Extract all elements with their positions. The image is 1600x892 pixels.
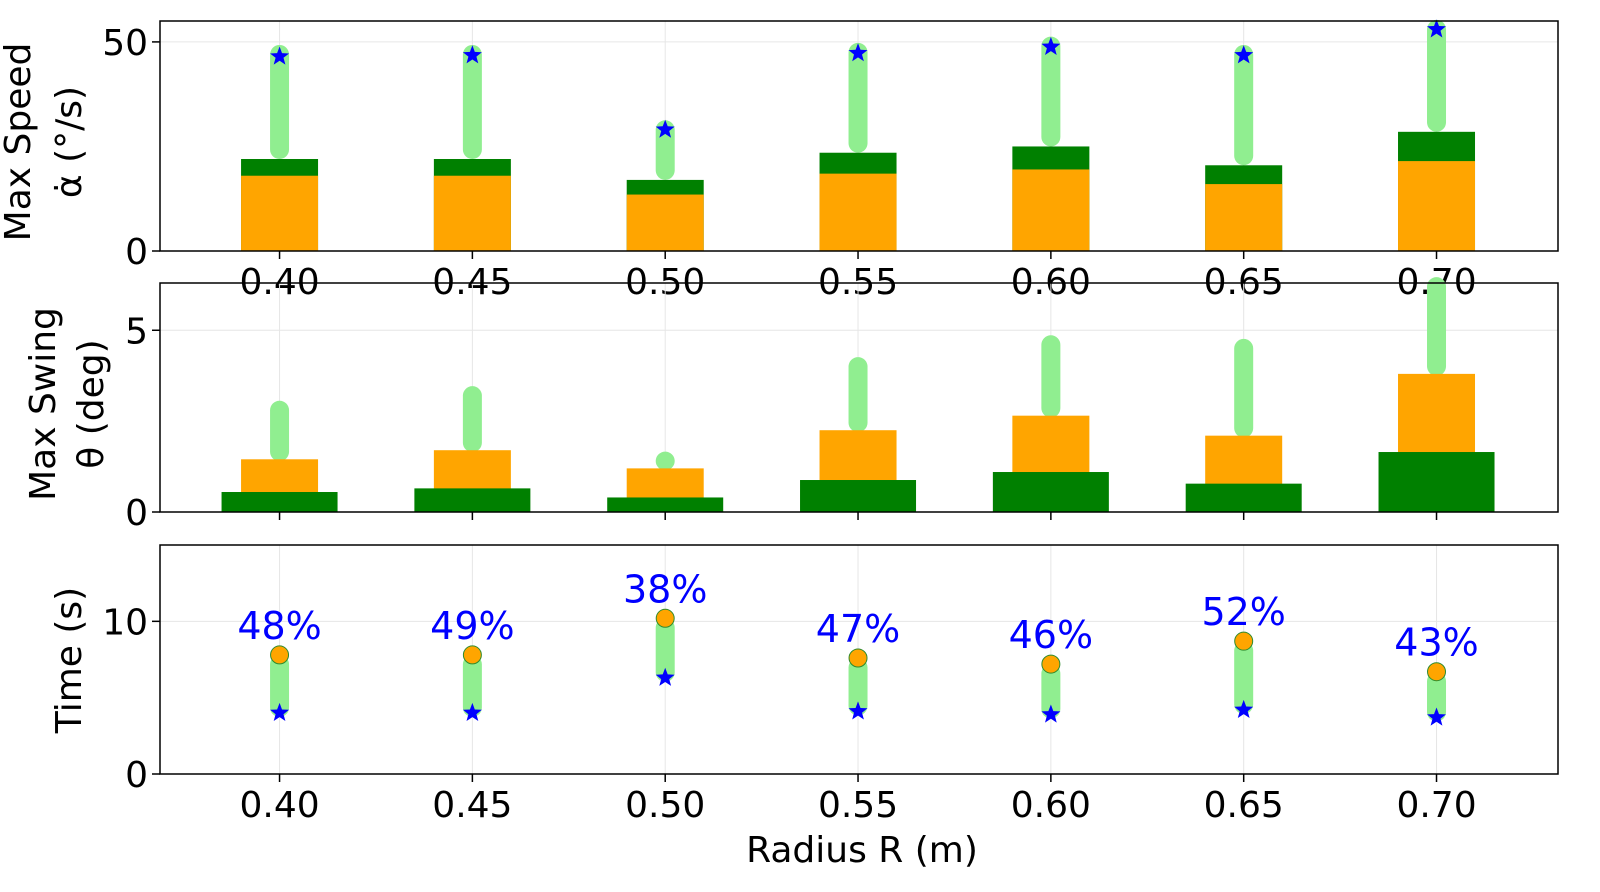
star-marker bbox=[270, 702, 290, 721]
dark-green-bar bbox=[221, 492, 338, 512]
star-marker bbox=[848, 43, 868, 62]
star-marker bbox=[270, 46, 290, 65]
y-tick-label: 0 bbox=[125, 493, 148, 534]
star-marker bbox=[655, 667, 675, 686]
orange-circle-marker bbox=[848, 648, 868, 668]
percent-annotation: 47% bbox=[816, 607, 900, 651]
x-tick-label: 0.55 bbox=[818, 785, 898, 826]
percent-annotation: 49% bbox=[430, 604, 514, 648]
star-marker bbox=[462, 45, 482, 64]
percent-annotation: 46% bbox=[1009, 613, 1093, 657]
dark-green-bar bbox=[1185, 483, 1302, 512]
speed-axes-frame bbox=[159, 20, 1559, 252]
swing-xticks bbox=[278, 512, 1438, 520]
star-marker bbox=[1427, 19, 1446, 38]
star-marker bbox=[848, 701, 868, 720]
orange-bar bbox=[626, 194, 704, 251]
orange-circle-marker bbox=[655, 608, 675, 628]
light-green-bar bbox=[270, 400, 290, 462]
light-green-bar bbox=[1041, 335, 1061, 418]
star-marker bbox=[1234, 699, 1254, 718]
orange-circle-marker bbox=[462, 645, 482, 665]
percent-annotation: 52% bbox=[1201, 590, 1285, 634]
orange-bar bbox=[819, 173, 897, 251]
time-range-bar bbox=[1041, 664, 1061, 719]
time-markers: 48% 49% 38% 47% 46% 52% 43% bbox=[237, 567, 1479, 726]
orange-circle-marker bbox=[1041, 654, 1061, 674]
x-tick-label: 0.65 bbox=[1204, 785, 1284, 826]
time-ylabel: Time (s) bbox=[49, 587, 90, 734]
star-marker bbox=[462, 702, 482, 721]
speed-yticks: 0 50 bbox=[102, 23, 160, 273]
swing-panel: 05 Max Swing θ (deg) bbox=[23, 277, 1559, 534]
orange-bar bbox=[1205, 184, 1283, 251]
swing-axes-frame bbox=[159, 282, 1559, 513]
swing-bars bbox=[221, 277, 1495, 512]
orange-circle-marker bbox=[270, 645, 290, 665]
light-green-bar bbox=[1234, 338, 1254, 438]
time-range-bar bbox=[848, 657, 868, 716]
speed-panel: 050 0.400.450.500.550.600.650.70 Max Spe… bbox=[0, 19, 1559, 303]
star-marker bbox=[1234, 45, 1254, 64]
orange-circle-marker bbox=[1427, 662, 1447, 682]
x-tick-label: 0.60 bbox=[1011, 785, 1091, 826]
swing-ylabel-line2: θ (deg) bbox=[71, 339, 112, 468]
time-range-bar bbox=[270, 654, 290, 717]
dark-green-bar bbox=[800, 480, 917, 512]
swing-yticks: 05 bbox=[125, 311, 160, 534]
time-range-bar bbox=[1427, 671, 1447, 722]
x-axis-label: Radius R (m) bbox=[746, 830, 978, 871]
time-range-bar bbox=[655, 618, 675, 682]
light-green-bar bbox=[1234, 44, 1254, 166]
orange-circle-marker bbox=[1234, 631, 1254, 651]
time-panel: 48% 49%38%47% 46%52%43% 010 0.40 0.45 0.50 0.… bbox=[49, 544, 1559, 871]
star-marker bbox=[1041, 36, 1061, 55]
time-range-bar bbox=[1234, 641, 1254, 714]
x-tick-label: 0.40 bbox=[239, 785, 319, 826]
dark-green-bar bbox=[992, 472, 1109, 512]
star-marker bbox=[655, 119, 675, 138]
light-green-bar bbox=[655, 451, 675, 471]
x-tick-label: 0.70 bbox=[1396, 785, 1476, 826]
speed-bars bbox=[241, 19, 1476, 251]
y-tick-label: 5 bbox=[125, 311, 148, 352]
time-range-bar bbox=[462, 654, 482, 717]
dark-green-bar bbox=[607, 497, 724, 512]
dark-green-bar bbox=[414, 488, 531, 512]
y-tick-label: 50 bbox=[102, 23, 148, 64]
light-green-bar bbox=[848, 42, 868, 153]
percent-annotation: 48% bbox=[237, 604, 321, 648]
star-marker bbox=[1041, 704, 1061, 723]
orange-bar bbox=[1398, 161, 1476, 251]
dark-green-bar bbox=[1378, 452, 1495, 512]
light-green-bar bbox=[848, 357, 868, 433]
percent-annotation: 38% bbox=[623, 567, 707, 611]
orange-bar bbox=[241, 175, 319, 251]
swing-ylabel-line1: Max Swing bbox=[23, 307, 64, 501]
time-yticks: 0 10 bbox=[102, 602, 160, 796]
light-green-bar bbox=[270, 44, 290, 159]
speed-ylabel-line1: Max Speed bbox=[0, 43, 39, 242]
orange-bar bbox=[433, 175, 511, 251]
y-tick-label: 0 bbox=[125, 755, 148, 796]
star-marker bbox=[1427, 707, 1446, 726]
light-green-bar bbox=[462, 386, 482, 453]
light-green-bar bbox=[1427, 19, 1447, 132]
light-green-bar bbox=[1427, 277, 1447, 376]
orange-bar bbox=[1012, 169, 1090, 251]
x-tick-label: 0.50 bbox=[625, 785, 705, 826]
light-green-bar bbox=[1041, 36, 1061, 147]
y-tick-label: 10 bbox=[102, 602, 148, 643]
x-tick-label: 0.45 bbox=[432, 785, 512, 826]
time-axes-frame bbox=[159, 544, 1559, 775]
time-xticks: 0.40 0.45 0.50 0.55 0.60 0.65 0.70 bbox=[239, 774, 1477, 826]
y-tick-label: 0 bbox=[125, 232, 148, 273]
percent-annotation: 43% bbox=[1394, 621, 1478, 665]
speed-ylabel-line2: α̇ (°/s) bbox=[49, 86, 90, 198]
light-green-bar bbox=[462, 44, 482, 159]
